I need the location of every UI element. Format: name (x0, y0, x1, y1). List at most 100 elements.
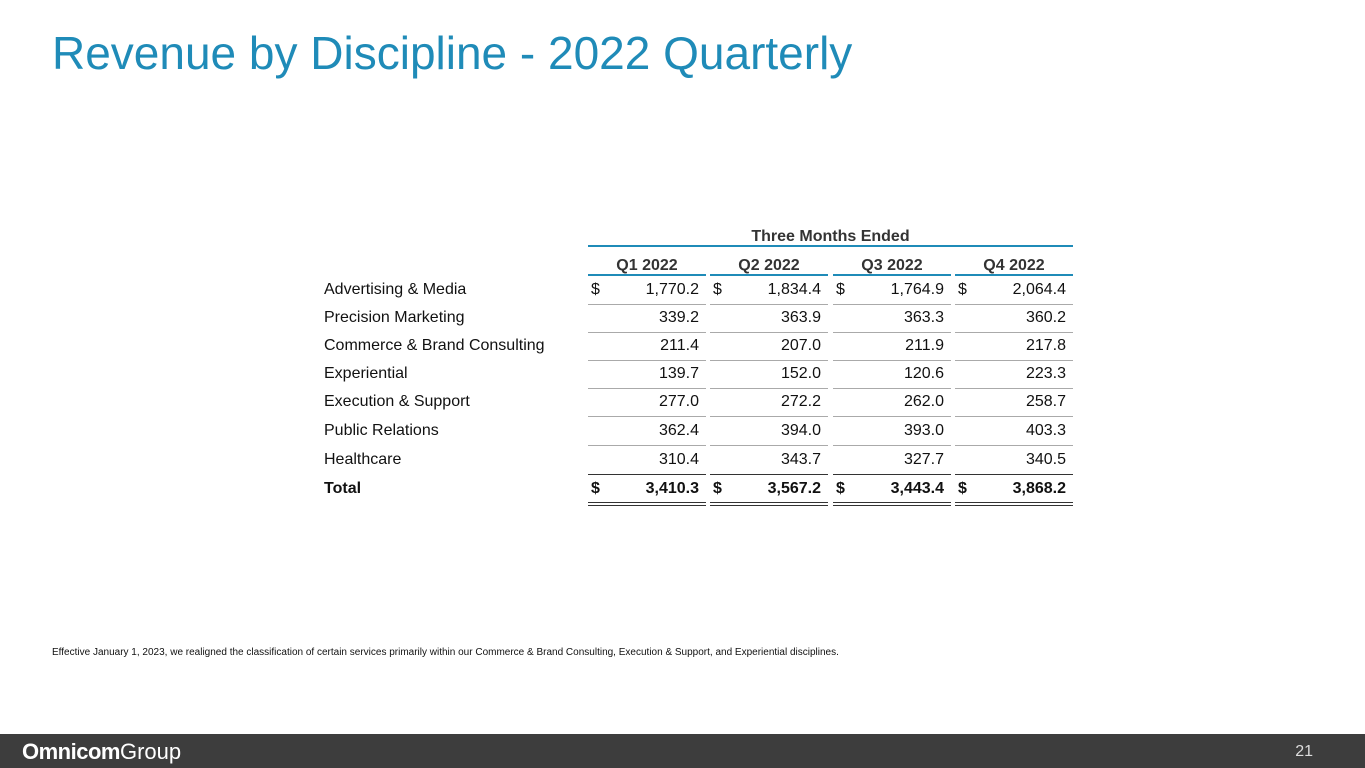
cell-value: 343.7 (780, 451, 821, 468)
cell-value: 363.3 (903, 309, 944, 326)
rule (955, 502, 1073, 503)
rule (955, 274, 1073, 276)
cell-value: 1,770.2 (645, 281, 699, 298)
cell-value: 277.0 (658, 393, 699, 410)
currency: $ (836, 281, 845, 298)
cell-value: 339.2 (658, 309, 699, 326)
rule (588, 388, 706, 389)
cell-value: 211.9 (905, 337, 944, 354)
rule (833, 332, 951, 333)
footnote: Effective January 1, 2023, we realigned … (52, 647, 839, 658)
rule (710, 502, 828, 503)
column-header: Q4 2022 (983, 257, 1045, 274)
cell-value: 1,834.4 (767, 281, 821, 298)
cell-value: 211.4 (660, 337, 699, 354)
logo-bold: Omnicom (22, 739, 120, 764)
rule (588, 416, 706, 417)
currency: $ (836, 480, 845, 497)
logo: OmnicomGroup (22, 739, 181, 765)
row-label: Precision Marketing (324, 309, 465, 326)
cell-value: 262.0 (903, 393, 944, 410)
cell-value: 3,410.3 (645, 480, 699, 497)
rule (833, 445, 951, 446)
rule (833, 474, 951, 475)
cell-value: 327.7 (903, 451, 944, 468)
column-header: Q1 2022 (616, 257, 678, 274)
rule (588, 245, 1073, 247)
row-label: Total (324, 480, 362, 497)
rule (710, 416, 828, 417)
rule (833, 388, 951, 389)
rule (710, 505, 828, 506)
cell-value: 139.7 (658, 365, 699, 382)
rule (955, 416, 1073, 417)
row-label: Execution & Support (324, 393, 470, 410)
rule (833, 502, 951, 503)
cell-value: 120.6 (903, 365, 944, 382)
group-header: Three Months Ended (751, 228, 910, 245)
slide-title: Revenue by Discipline - 2022 Quarterly (52, 27, 853, 79)
cell-value: 3,443.4 (890, 480, 944, 497)
rule (955, 474, 1073, 475)
rule (955, 445, 1073, 446)
cell-value: 3,868.2 (1012, 480, 1066, 497)
rule (833, 304, 951, 305)
cell-value: 3,567.2 (767, 480, 821, 497)
rule (588, 274, 706, 276)
cell-value: 363.9 (780, 309, 821, 326)
rule (955, 360, 1073, 361)
rule (833, 360, 951, 361)
cell-value: 394.0 (780, 422, 821, 439)
currency: $ (591, 281, 600, 298)
logo-light: Group (119, 739, 182, 764)
cell-value: 152.0 (780, 365, 821, 382)
row-label: Public Relations (324, 422, 439, 439)
currency: $ (958, 480, 967, 497)
rule (710, 445, 828, 446)
rule (833, 274, 951, 276)
cell-value: 340.5 (1025, 451, 1066, 468)
rule (588, 502, 706, 503)
currency: $ (958, 281, 967, 298)
cell-value: 207.0 (780, 337, 821, 354)
rule (588, 360, 706, 361)
rule (710, 274, 828, 276)
column-header: Q3 2022 (861, 257, 923, 274)
rule (588, 332, 706, 333)
cell-value: 362.4 (658, 422, 699, 439)
rule (588, 474, 706, 475)
cell-value: 217.8 (1025, 337, 1066, 354)
rule (955, 388, 1073, 389)
currency: $ (591, 480, 600, 497)
cell-value: 272.2 (780, 393, 821, 410)
rule (833, 505, 951, 506)
rule (710, 332, 828, 333)
rule (588, 304, 706, 305)
rule (588, 505, 706, 506)
rule (710, 474, 828, 475)
cell-value: 360.2 (1025, 309, 1066, 326)
row-label: Advertising & Media (324, 281, 467, 298)
column-header: Q2 2022 (738, 257, 800, 274)
cell-value: 310.4 (658, 451, 699, 468)
currency: $ (713, 281, 722, 298)
rule (833, 416, 951, 417)
row-label: Experiential (324, 365, 408, 382)
currency: $ (713, 480, 722, 497)
footer-bar: OmnicomGroup 21 (0, 734, 1365, 768)
rule (710, 304, 828, 305)
rule (955, 332, 1073, 333)
cell-value: 2,064.4 (1012, 281, 1066, 298)
rule (710, 360, 828, 361)
cell-value: 1,764.9 (890, 281, 944, 298)
row-label: Healthcare (324, 451, 402, 468)
row-label: Commerce & Brand Consulting (324, 337, 545, 354)
cell-value: 403.3 (1025, 422, 1066, 439)
rule (588, 445, 706, 446)
cell-value: 223.3 (1025, 365, 1066, 382)
cell-value: 258.7 (1025, 393, 1066, 410)
page-number: 21 (1295, 743, 1313, 760)
rule (955, 505, 1073, 506)
rule (955, 304, 1073, 305)
